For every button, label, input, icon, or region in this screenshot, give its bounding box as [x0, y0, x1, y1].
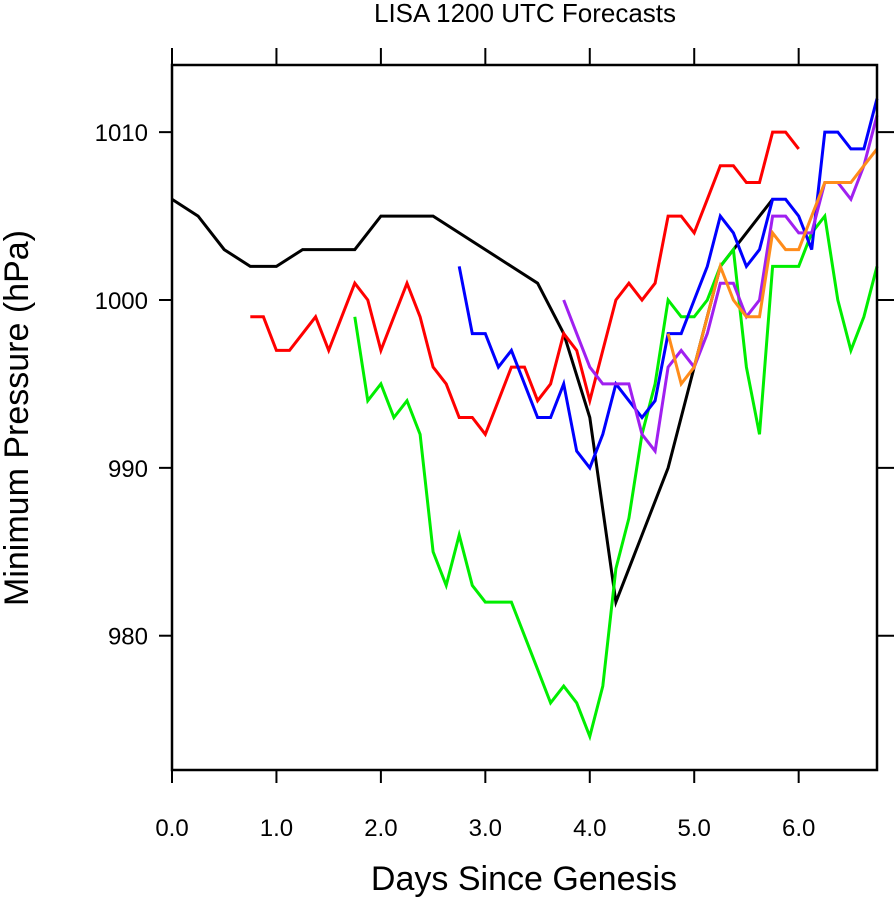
y-tick-label-0: 980	[108, 624, 148, 651]
x-axis-ticks: 0.0 1.0 2.0 3.0 4.0 5.0 6.0	[155, 48, 815, 842]
series-line-0	[171, 198, 774, 608]
series-line-3	[457, 98, 879, 471]
chart-title: LISA 1200 UTC Forecasts	[374, 0, 676, 28]
x-tick-label-5: 5.0	[678, 815, 711, 842]
x-tick-label-6: 6.0	[782, 815, 815, 842]
y-axis-label: Minimum Pressure (hPa)	[0, 230, 36, 606]
y-axis-ticks: 980 990 1000 1010	[95, 120, 894, 651]
series-line-1	[250, 130, 800, 438]
x-tick-label-1: 1.0	[260, 815, 293, 842]
series-line-5	[666, 147, 879, 388]
x-axis-label: Days Since Genesis	[371, 860, 677, 898]
y-tick-label-1: 990	[108, 456, 148, 483]
x-tick-label-4: 4.0	[573, 815, 606, 842]
plot-frame	[170, 63, 879, 772]
y-tick-label-3: 1010	[95, 120, 148, 147]
x-tick-label-2: 2.0	[364, 815, 397, 842]
x-tick-label-0: 0.0	[155, 815, 188, 842]
series-line-2	[353, 212, 879, 742]
series-layer	[171, 98, 879, 742]
x-tick-label-3: 3.0	[469, 815, 502, 842]
y-tick-label-2: 1000	[95, 288, 148, 315]
